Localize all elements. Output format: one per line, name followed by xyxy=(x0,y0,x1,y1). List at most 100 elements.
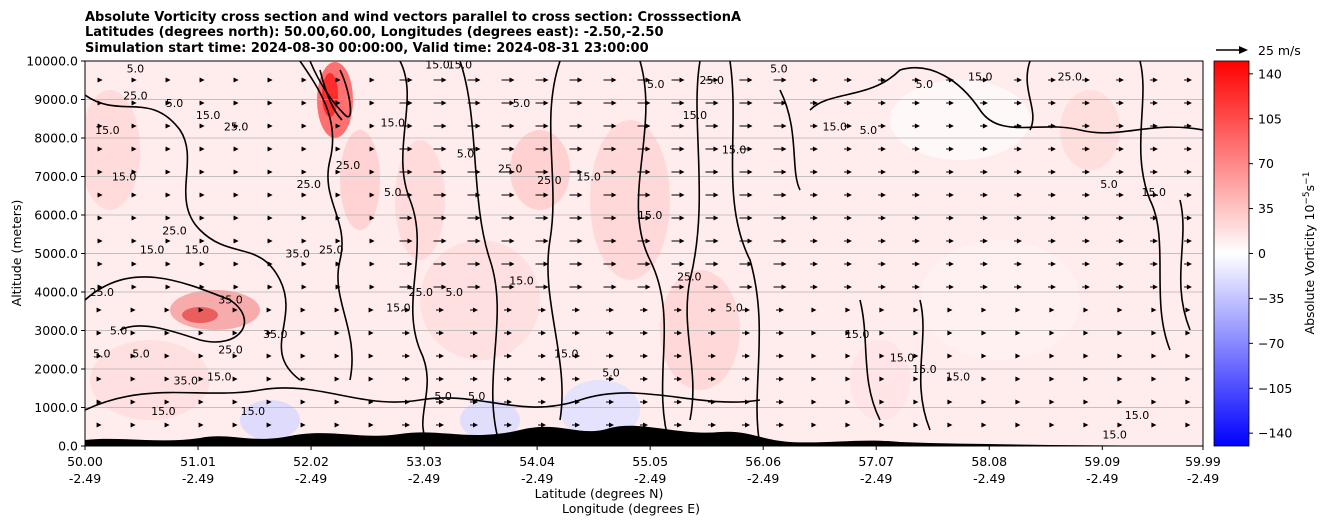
wind-vector-head xyxy=(165,146,171,152)
contour-line xyxy=(85,276,246,343)
field-patch xyxy=(90,340,210,420)
wind-vector-head xyxy=(611,123,617,129)
wind-vector-head xyxy=(1151,376,1157,382)
wind-vector-head xyxy=(441,192,447,198)
quiver-key-arrowhead xyxy=(1239,46,1248,54)
quiver-key: 25 m/s xyxy=(1216,43,1301,58)
wind-vector-head xyxy=(947,399,953,405)
wind-vector-head xyxy=(914,284,920,290)
wind-vector-head xyxy=(880,284,886,290)
wind-vector-head xyxy=(1118,215,1124,221)
wind-vector-head xyxy=(473,422,478,428)
wind-vector-head xyxy=(677,353,682,359)
wind-vector-head xyxy=(747,77,753,83)
wind-vector-head xyxy=(407,238,413,244)
wind-vector-head xyxy=(577,77,583,83)
colorbar-tick-label: −140 xyxy=(1258,426,1292,441)
wind-vector-head xyxy=(407,100,413,106)
wind-vector-head xyxy=(1185,399,1191,405)
wind-vector-head xyxy=(845,330,851,336)
wind-vector-head xyxy=(611,215,617,221)
wind-vector-head xyxy=(199,261,205,267)
wind-vector-head xyxy=(679,238,685,244)
wind-vector-head xyxy=(301,169,307,175)
wind-vector-head xyxy=(679,77,685,83)
wind-vector-head xyxy=(334,376,340,382)
wind-vector-head xyxy=(475,100,481,106)
contour-label: 15.0 xyxy=(823,120,848,133)
wind-vector-head xyxy=(1185,307,1191,313)
wind-vector-head xyxy=(948,284,954,290)
y-axis: 0.0 1000.0 2000.0 3000.0 4000.0 5000.0 6000.0 7… xyxy=(26,54,85,454)
wind-vector-head xyxy=(541,307,546,313)
wind-vector-head xyxy=(679,261,685,267)
contour-label: 15.0 xyxy=(638,209,663,222)
wind-vector-head xyxy=(947,422,953,428)
wind-vector-head xyxy=(781,284,787,290)
wind-vector-head xyxy=(473,376,478,382)
wind-vector-head xyxy=(811,353,817,359)
wind-vector-head xyxy=(301,215,307,221)
wind-vector-head xyxy=(335,192,341,198)
wind-vector-head xyxy=(713,146,719,152)
y-tick-label: 1000.0 xyxy=(34,400,78,415)
wind-vector-head xyxy=(1050,77,1056,83)
wind-vector-head xyxy=(301,238,307,244)
wind-vector-head xyxy=(1049,330,1055,336)
wind-vector-head xyxy=(1118,238,1124,244)
wind-vector-head xyxy=(407,77,413,83)
wind-vector-head xyxy=(164,399,170,405)
wind-vector-head xyxy=(1084,192,1090,198)
contour-label: 5.0 xyxy=(166,97,184,110)
wind-vector-head xyxy=(981,399,987,405)
wind-vector-head xyxy=(812,123,818,129)
wind-vector-head xyxy=(475,192,481,198)
title-line-2: Latitudes (degrees north): 50.00,60.00, … xyxy=(85,25,664,40)
wind-vector-head xyxy=(407,146,413,152)
wind-vector-head xyxy=(880,77,886,83)
colorbar-tick-label: 0 xyxy=(1258,246,1266,261)
wind-vector-head xyxy=(913,307,919,313)
wind-vector-head xyxy=(645,77,651,83)
x-tick-label-lat: 59.09 xyxy=(1084,454,1120,469)
wind-vector-head xyxy=(1185,330,1191,336)
wind-vector-head xyxy=(1152,169,1158,175)
contour-label: 35.0 xyxy=(218,294,243,307)
wind-vector-head xyxy=(982,192,988,198)
wind-vector-head xyxy=(1118,146,1124,152)
contour-label: 15.0 xyxy=(112,170,137,183)
wind-vector-head xyxy=(643,399,648,405)
wind-vector-head xyxy=(611,169,617,175)
contour-line xyxy=(809,66,1203,134)
x-tick-label-lon: -2.49 xyxy=(860,471,892,486)
wind-vector-head xyxy=(233,261,239,267)
wind-vector-head xyxy=(609,307,614,313)
wind-vector-head xyxy=(1152,100,1158,106)
wind-vector-head xyxy=(577,238,583,244)
wind-vector-head xyxy=(543,238,549,244)
wind-vector-head xyxy=(879,307,885,313)
wind-vector-head xyxy=(232,353,238,359)
contour-label: 25.0 xyxy=(162,224,187,237)
wind-vector-head xyxy=(1015,330,1021,336)
wind-vector-head xyxy=(577,146,583,152)
wind-vector-head xyxy=(645,284,651,290)
wind-vector-head xyxy=(267,261,273,267)
wind-vector-head xyxy=(713,169,719,175)
wind-vector-head xyxy=(879,330,885,336)
wind-vector-head xyxy=(609,376,614,382)
wind-vector-head xyxy=(131,238,137,244)
wind-vector-head xyxy=(611,238,617,244)
contour-label: 15.0 xyxy=(946,371,971,384)
wind-vector-head xyxy=(846,146,852,152)
wind-vector-head xyxy=(1050,169,1056,175)
wind-vector-head xyxy=(711,330,716,336)
wind-vector-head xyxy=(1152,238,1158,244)
wind-vector-head xyxy=(812,261,818,267)
contour-label: 35.0 xyxy=(173,374,198,387)
wind-vector-head xyxy=(131,261,137,267)
wind-vector-head xyxy=(812,169,818,175)
field-patch xyxy=(890,80,1030,160)
wind-vector-head xyxy=(1186,123,1192,129)
y-tick-label: 6000.0 xyxy=(34,208,78,223)
